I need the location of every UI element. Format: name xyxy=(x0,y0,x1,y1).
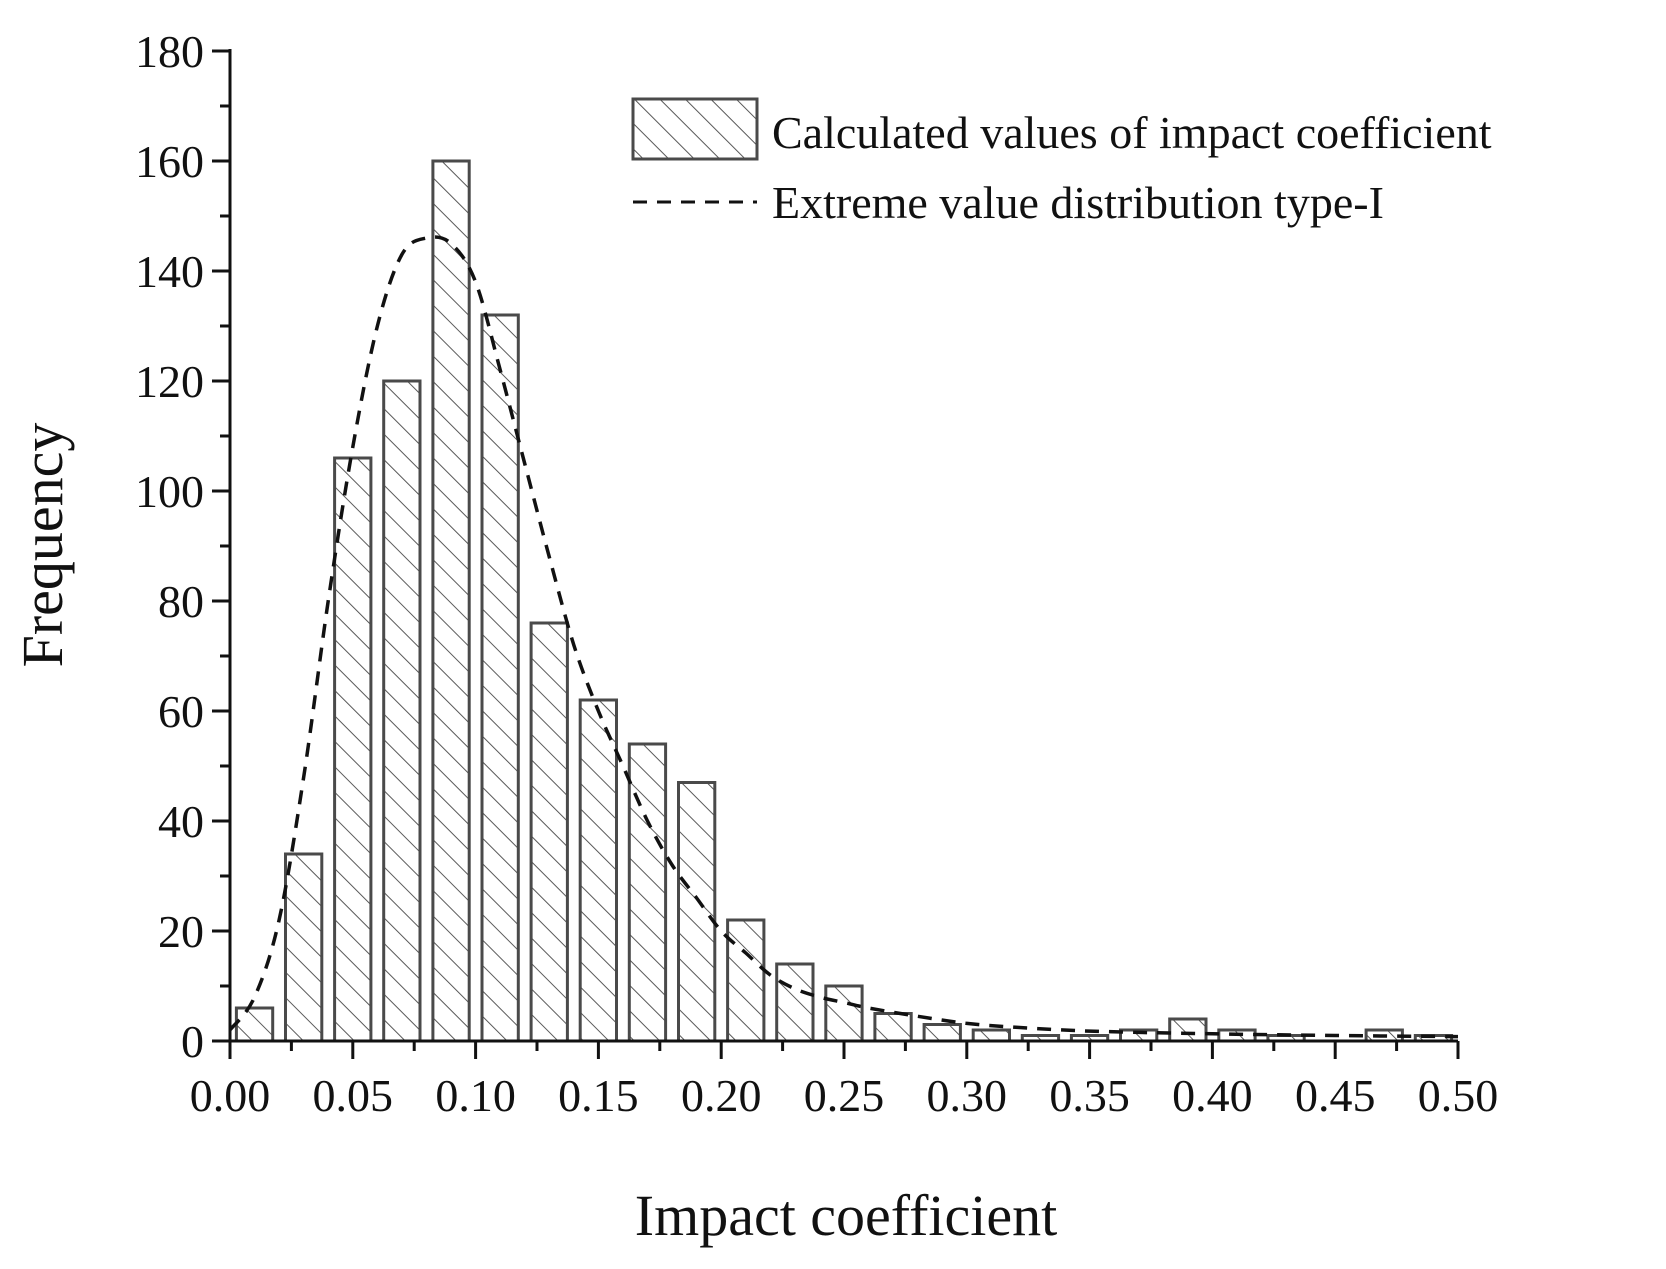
x-tick-label: 0.00 xyxy=(190,1070,271,1121)
bar-0.21 xyxy=(726,918,766,1043)
legend-swatch-hatched-bar xyxy=(631,97,759,161)
y-tick-label: 0 xyxy=(181,1016,204,1067)
x-tick-label: 0.30 xyxy=(927,1070,1008,1121)
legend-label-histogram: Calculated values of impact coefficient xyxy=(772,107,1492,158)
x-tick-label: 0.15 xyxy=(558,1070,639,1121)
x-axis-title: Impact coefficient xyxy=(635,1183,1057,1248)
bar-0.11 xyxy=(480,313,520,1043)
y-tick-label: 120 xyxy=(135,356,204,407)
y-tick-label: 100 xyxy=(135,466,204,517)
bar-0.03 xyxy=(284,852,324,1043)
bar-0.01 xyxy=(234,1006,275,1043)
x-tick-label: 0.10 xyxy=(435,1070,516,1121)
bar-0.29 xyxy=(922,1023,962,1043)
legend: Calculated values of impact coefficient … xyxy=(631,97,1492,228)
x-tick-label: 0.40 xyxy=(1172,1070,1253,1121)
y-tick-label: 60 xyxy=(158,686,204,737)
bar-0.07 xyxy=(382,379,422,1043)
bar-0.13 xyxy=(529,621,569,1043)
bar-0.23 xyxy=(775,962,815,1043)
bar-0.05 xyxy=(333,456,373,1043)
x-tick-labels: 0.00 0.05 0.10 0.15 0.20 0.25 0.30 0.35 0.40 0.45… xyxy=(190,1070,1499,1121)
y-tick-label: 140 xyxy=(135,246,204,297)
x-tick-label: 0.45 xyxy=(1295,1070,1376,1121)
bar-0.17 xyxy=(627,742,668,1043)
y-axis-title: Frequency xyxy=(10,423,75,668)
bar-0.31 xyxy=(971,1028,1012,1043)
y-tick-label: 180 xyxy=(135,26,204,77)
x-tick-label: 0.35 xyxy=(1049,1070,1130,1121)
bar-0.09 xyxy=(431,159,471,1043)
y-tick-labels: 0 20 40 60 80 100 120 140 160 180 xyxy=(135,26,204,1067)
y-tick-label: 20 xyxy=(158,906,204,957)
x-tick-label: 0.25 xyxy=(804,1070,885,1121)
extreme-value-curve xyxy=(228,235,1459,1039)
x-tick-label: 0.50 xyxy=(1418,1070,1499,1121)
bar-0.39 xyxy=(1168,1017,1208,1043)
y-tick-label: 40 xyxy=(158,796,204,847)
bar-0.15 xyxy=(578,698,619,1043)
y-tick-label: 80 xyxy=(158,576,204,627)
y-tick-label: 160 xyxy=(135,136,204,187)
legend-label-curve: Extreme value distribution type-I xyxy=(772,177,1384,228)
distribution-curve-layer xyxy=(228,235,1459,1039)
bar-0.19 xyxy=(677,781,717,1043)
axes xyxy=(212,49,1460,1059)
x-tick-label: 0.20 xyxy=(681,1070,762,1121)
histogram-bars xyxy=(234,159,1454,1043)
x-tick-label: 0.05 xyxy=(313,1070,394,1121)
bar-0.27 xyxy=(873,1012,913,1043)
bar-0.25 xyxy=(824,984,864,1043)
